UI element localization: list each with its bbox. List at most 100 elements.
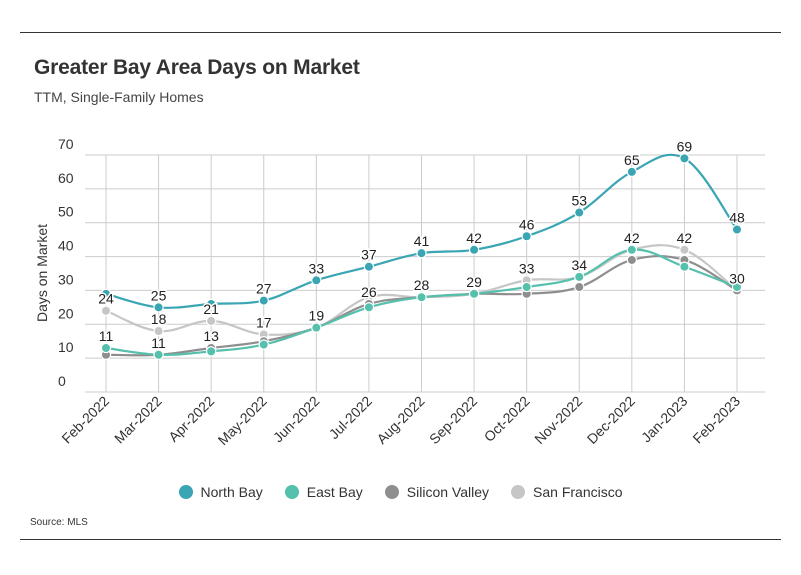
data-point-north-bay <box>205 298 217 310</box>
data-point-north-bay <box>626 166 638 178</box>
data-label-silicon-valley: 26 <box>361 284 377 300</box>
x-tick-label: Aug-2022 <box>373 393 427 447</box>
top-rule <box>20 32 781 33</box>
data-point-north-bay <box>153 302 164 313</box>
data-label-north-bay: 33 <box>309 260 325 276</box>
x-tick-label: Nov-2022 <box>531 393 585 447</box>
legend-item-silicon-valley[interactable]: Silicon Valley <box>384 484 490 500</box>
x-tick-label: Feb-2022 <box>58 393 112 447</box>
y-tick-label: 60 <box>58 170 74 186</box>
legend-label: East Bay <box>306 484 363 500</box>
data-point-north-bay <box>574 207 585 218</box>
data-label-north-bay: 48 <box>729 209 745 225</box>
data-label-san-francisco: 28 <box>414 277 430 293</box>
data-point-north-bay <box>100 288 112 300</box>
data-point-east-bay <box>153 349 164 360</box>
legend-label: North Bay <box>200 484 263 500</box>
legend-swatch-north-bay <box>178 485 193 499</box>
y-tick-label: 50 <box>58 204 74 220</box>
data-label-north-bay: 37 <box>361 247 377 263</box>
data-label-east-bay: 11 <box>99 328 114 344</box>
data-label-san-francisco: 30 <box>729 270 745 286</box>
data-point-north-bay <box>258 295 269 306</box>
x-tick-label: Jan-2023 <box>638 393 691 446</box>
data-point-east-bay <box>679 261 690 272</box>
data-label-north-bay: 53 <box>571 193 587 209</box>
data-label-north-bay: 27 <box>256 281 272 297</box>
y-tick-label: 0 <box>58 373 66 389</box>
x-tick-label: Dec-2022 <box>584 393 638 447</box>
x-tick-label: Apr-2022 <box>165 393 217 445</box>
data-point-east-bay <box>205 346 217 357</box>
legend-label: San Francisco <box>533 484 623 500</box>
y-tick-label: 30 <box>58 271 74 287</box>
data-point-san-francisco <box>100 305 112 316</box>
data-label-san-francisco: 17 <box>256 314 272 330</box>
y-axis-title: Days on Market <box>34 224 50 322</box>
source-note: Source: MLS <box>30 517 88 528</box>
data-point-north-bay <box>521 231 532 242</box>
y-tick-label: 20 <box>58 305 74 321</box>
legend-swatch-san-francisco <box>511 485 526 499</box>
data-label-san-francisco: 24 <box>98 291 114 307</box>
data-label-north-bay: 25 <box>151 287 167 303</box>
data-point-east-bay <box>574 271 585 283</box>
data-point-san-francisco <box>153 325 164 337</box>
x-tick-label: Feb-2023 <box>689 393 743 447</box>
data-label-north-bay: 65 <box>624 152 640 168</box>
data-point-east-bay <box>731 281 743 293</box>
data-point-north-bay <box>731 224 743 235</box>
data-point-north-bay <box>468 244 480 255</box>
data-point-san-francisco <box>679 244 690 255</box>
data-point-east-bay <box>363 302 375 313</box>
data-label-silicon-valley: 19 <box>309 308 325 324</box>
data-label-san-francisco: 18 <box>151 311 167 327</box>
data-label-san-francisco: 33 <box>519 260 535 276</box>
y-tick-label: 40 <box>58 238 74 254</box>
data-point-east-bay <box>521 281 532 293</box>
data-label-san-francisco: 42 <box>677 230 693 246</box>
data-point-east-bay <box>258 339 269 350</box>
data-point-east-bay <box>626 244 638 255</box>
data-label-north-bay: 41 <box>414 233 430 249</box>
legend-swatch-silicon-valley <box>384 485 399 499</box>
legend-item-san-francisco[interactable]: San Francisco <box>511 484 623 500</box>
data-label-silicon-valley: 11 <box>151 335 166 351</box>
data-label-north-bay: 46 <box>519 216 535 232</box>
data-label-san-francisco: 29 <box>466 274 482 290</box>
x-tick-label: Jul-2022 <box>326 393 375 442</box>
legend-swatch-east-bay <box>284 485 299 499</box>
legend-label: Silicon Valley <box>406 484 490 500</box>
legend-item-east-bay[interactable]: East Bay <box>284 484 363 500</box>
data-point-north-bay <box>416 247 427 259</box>
data-point-san-francisco <box>205 315 217 327</box>
x-tick-label: Sep-2022 <box>426 393 480 447</box>
data-point-east-bay <box>100 342 112 354</box>
chart-subtitle: TTM, Single-Family Homes <box>34 89 204 105</box>
data-label-north-bay: 69 <box>677 138 693 154</box>
data-point-silicon-valley <box>574 281 585 293</box>
y-tick-label: 70 <box>58 136 74 152</box>
data-point-east-bay <box>468 288 480 300</box>
x-tick-label: Oct-2022 <box>481 393 533 445</box>
data-point-silicon-valley <box>626 254 638 266</box>
legend: North Bay East Bay Silicon Valley San Fr… <box>0 484 801 500</box>
chart-title: Greater Bay Area Days on Market <box>34 56 360 79</box>
data-label-north-bay: 42 <box>466 230 482 246</box>
x-tick-label: Mar-2022 <box>111 393 165 447</box>
x-tick-label: May-2022 <box>215 393 270 448</box>
data-label-san-francisco: 34 <box>571 257 587 273</box>
data-point-north-bay <box>363 261 375 272</box>
data-label-silicon-valley: 13 <box>203 328 219 344</box>
data-point-east-bay <box>416 292 427 303</box>
data-label-san-francisco: 21 <box>203 301 219 317</box>
legend-item-north-bay[interactable]: North Bay <box>178 484 263 500</box>
data-point-north-bay <box>679 153 690 164</box>
y-tick-label: 10 <box>58 339 74 355</box>
data-point-north-bay <box>311 275 322 286</box>
x-tick-label: Jun-2022 <box>270 393 323 446</box>
data-point-east-bay <box>311 322 322 333</box>
data-label-san-francisco: 42 <box>624 230 640 246</box>
bottom-rule <box>20 539 781 540</box>
